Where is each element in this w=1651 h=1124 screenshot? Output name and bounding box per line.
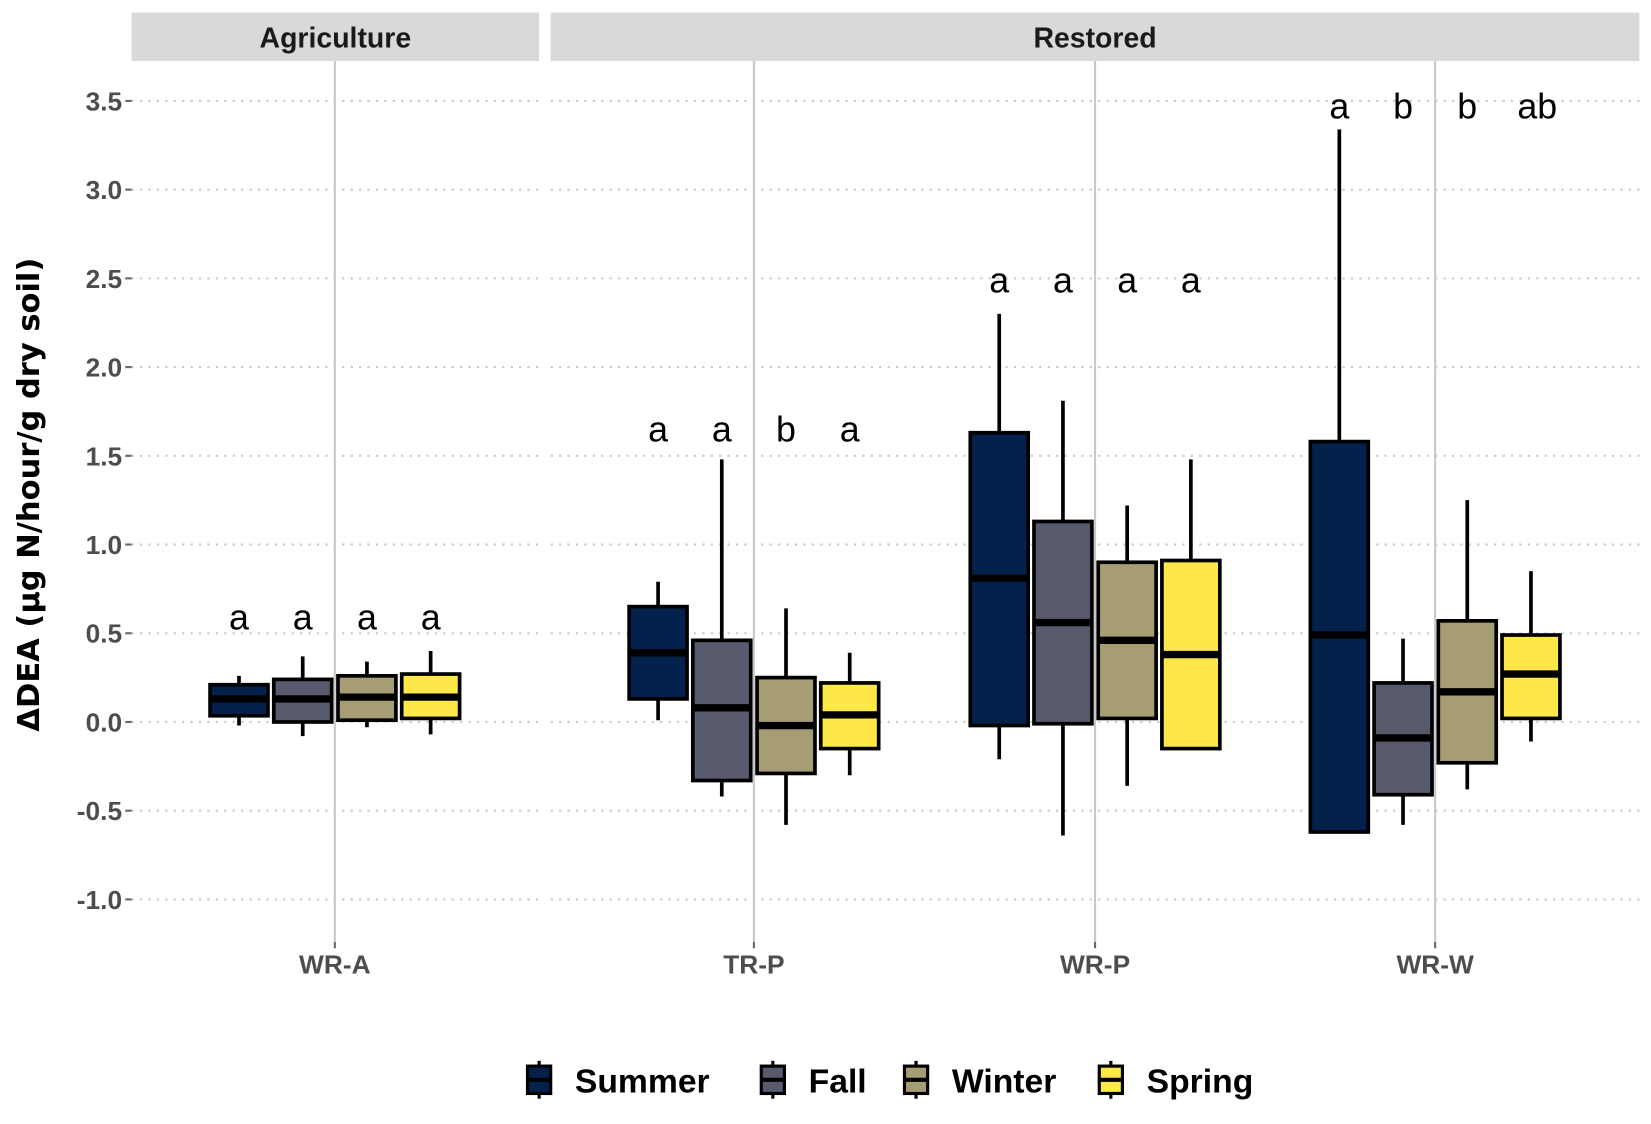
box-wr-w-summer: a xyxy=(1308,87,1371,834)
significance-letter: b xyxy=(1457,87,1477,127)
gridlines xyxy=(131,61,1640,942)
box-wr-a-spring: a xyxy=(399,598,462,735)
box-wr-p-winter: a xyxy=(1096,260,1158,786)
significance-letter: a xyxy=(1053,260,1073,300)
significance-letter: a xyxy=(1181,260,1201,300)
legend-label: Spring xyxy=(1147,1063,1254,1100)
significance-letter: a xyxy=(712,409,732,449)
significance-letter: a xyxy=(357,598,377,638)
significance-letter: ab xyxy=(1517,87,1557,127)
y-tick-label: -0.5 xyxy=(77,796,122,826)
x-tick-label: WR-P xyxy=(1060,950,1130,980)
y-axis-title: ΔDEA (μg N/hour/g dry soil) xyxy=(12,258,47,732)
y-tick-label: -1.0 xyxy=(77,885,122,915)
y-axis-ticks: -1.0 -0.5 0.0 0.5 1.0 1.5 2.0 2.5 3.0 3.5 xyxy=(77,86,132,915)
box-tr-p-summer: a xyxy=(627,409,689,721)
box-wr-p-summer: a xyxy=(968,260,1031,760)
legend-item-summer: Summer xyxy=(525,1060,710,1100)
y-tick-label: 1.5 xyxy=(86,441,123,471)
x-tick-label: WR-W xyxy=(1396,950,1474,980)
box-wr-w-spring: ab xyxy=(1500,87,1562,742)
legend: Summer Fall Winter Spring xyxy=(525,1060,1254,1100)
box-wr-p-fall: a xyxy=(1032,260,1094,836)
significance-letter: a xyxy=(421,598,441,638)
facet-strip-restored xyxy=(550,12,1640,62)
significance-letter: a xyxy=(1117,260,1137,300)
significance-letter: a xyxy=(840,409,860,449)
box-wr-a-fall: a xyxy=(271,598,334,737)
significance-letter: a xyxy=(648,409,668,449)
box-tr-p-spring: a xyxy=(818,409,881,776)
legend-label: Summer xyxy=(575,1063,710,1100)
box-tr-p-fall: a xyxy=(690,409,753,797)
box-tr-p-winter: b xyxy=(755,409,817,825)
facet-label: Restored xyxy=(1033,22,1156,54)
y-tick-label: 0.5 xyxy=(86,619,123,649)
box-wr-a-summer: a xyxy=(208,598,270,726)
facet-label: Agriculture xyxy=(260,22,412,54)
x-tick-label: TR-P xyxy=(723,950,784,980)
x-axis-ticks: WR-A TR-P WR-P WR-W xyxy=(299,941,1474,980)
box-wr-p-spring: a xyxy=(1160,260,1222,751)
significance-letter: a xyxy=(293,598,313,638)
significance-letter: a xyxy=(229,598,249,638)
y-tick-label: 3.5 xyxy=(86,86,123,116)
legend-item-winter: Winter xyxy=(902,1060,1056,1100)
legend-label: Winter xyxy=(952,1063,1056,1100)
legend-item-fall: Fall xyxy=(759,1060,867,1100)
box-wr-w-fall: b xyxy=(1372,87,1434,825)
legend-item-spring: Spring xyxy=(1097,1060,1254,1100)
y-tick-label: 1.0 xyxy=(86,530,123,560)
facet-strips: Agriculture Restored xyxy=(131,12,1640,62)
significance-letter: b xyxy=(1393,87,1413,127)
y-tick-label: 0.0 xyxy=(86,707,123,737)
x-tick-label: WR-A xyxy=(299,950,371,980)
boxes: a a a aa a b aa a a aa b b ab xyxy=(208,87,1562,836)
box-wr-w-winter: b xyxy=(1436,87,1499,790)
y-tick-label: 2.0 xyxy=(86,353,123,383)
y-tick-label: 3.0 xyxy=(86,175,123,205)
legend-label: Fall xyxy=(809,1063,867,1100)
significance-letter: a xyxy=(989,260,1009,300)
facet-strip-agriculture xyxy=(131,12,540,62)
y-tick-label: 2.5 xyxy=(86,264,123,294)
significance-letter: a xyxy=(1329,87,1349,127)
significance-letter: b xyxy=(776,409,796,449)
box-wr-a-winter: a xyxy=(336,598,398,728)
